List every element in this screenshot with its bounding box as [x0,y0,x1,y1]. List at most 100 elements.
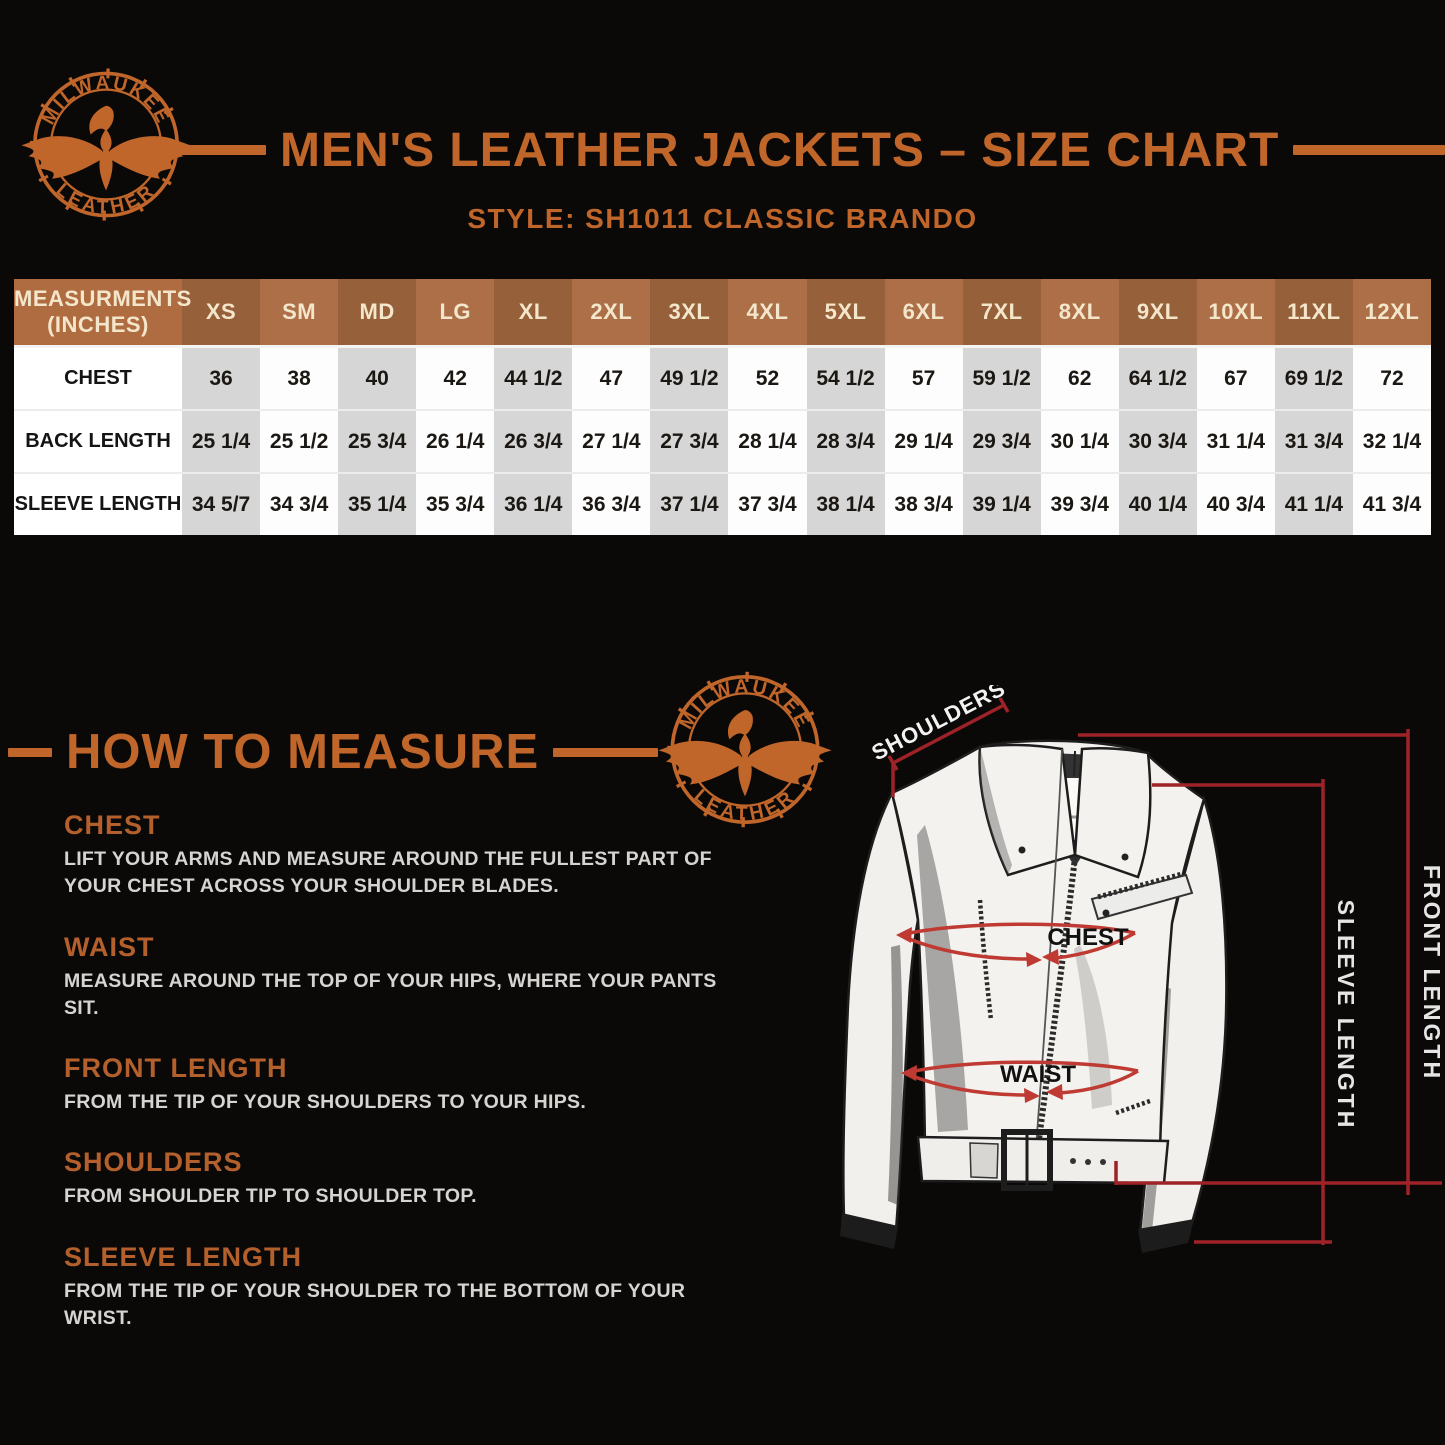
size-column-header: 8XL [1040,279,1119,348]
divider-line [553,747,658,757]
measurement-lines [887,697,1442,1245]
size-header-row: MEASURMENTS (INCHES) XS SM MD LG XL 2XL 3XL 4XL… [14,279,1431,348]
measurement-cell: 57 [884,346,963,411]
corner-header: MEASURMENTS (INCHES) [14,279,191,348]
measure-item-title: FRONT LENGTH [64,1053,288,1084]
measure-item-front-length: FRONT LENGTH FROM THE TIP OF YOUR SHOULD… [64,1053,736,1116]
measurement-cell: 36 [182,346,261,411]
row-label: CHEST [14,346,182,411]
measurement-cell: 25 3/4 [338,410,417,474]
page-title: MEN'S LEATHER JACKETS – SIZE CHART [280,123,1280,177]
measurement-cell: 59 1/2 [962,346,1041,411]
row-label: SLEEVE LENGTH [14,473,182,535]
row-label: BACK LENGTH [14,410,182,474]
measurement-cell: 26 3/4 [494,410,573,474]
measurement-cell: 32 1/4 [1352,410,1431,474]
measurement-cell: 41 1/4 [1274,473,1353,535]
size-column-header: 6XL [884,279,963,348]
measurement-cell: 39 3/4 [1040,473,1119,535]
measurement-cell: 38 1/4 [806,473,885,535]
measurement-cell: 44 1/2 [494,346,573,411]
measurement-cell: 25 1/2 [260,410,339,474]
size-chart-table: MEASURMENTS (INCHES) XS SM MD LG XL 2XL 3XL 4XL… [14,279,1431,535]
measurement-cell: 40 1/4 [1118,473,1197,535]
measurement-cell: 25 1/4 [182,410,261,474]
jacket-right-lapel [1073,746,1152,879]
table-row: SLEEVE LENGTH 34 5/7 34 3/4 35 1/4 35 3/4 36 … [14,473,1431,535]
style-subtitle: STYLE: SH1011 CLASSIC BRANDO [467,203,978,234]
size-column-header: 12XL [1352,279,1431,348]
jacket-illustration: SHOULDERS CHEST WAIST FRONT LENGTH SLEEV… [840,685,1445,1253]
jacket-left-cuff [840,1213,898,1249]
measurement-cell: 30 1/4 [1040,410,1119,474]
measurement-cell: 35 3/4 [416,473,495,535]
tape-arrowheads [896,927,1063,1103]
measurement-cell: 38 [260,346,339,411]
measurement-cell: 30 3/4 [1118,410,1197,474]
measure-item-title: WAIST [64,931,155,962]
measurement-cell: 36 1/4 [494,473,573,535]
measurement-cell: 49 1/2 [650,346,729,411]
label-sleeve-length: SLEEVE LENGTH [1333,900,1359,1131]
measurement-cell: 29 1/4 [884,410,963,474]
measurement-cell: 47 [572,346,651,411]
size-column-header: 4XL [728,279,807,348]
measure-item-title: SHOULDERS [64,1147,243,1178]
measurement-cell: 72 [1352,346,1431,411]
measurement-cell: 31 1/4 [1196,410,1275,474]
measurement-cell: 28 1/4 [728,410,807,474]
measure-item-desc: FROM THE TIP OF YOUR SHOULDER TO THE BOT… [64,1279,686,1330]
jacket-chest-pocket [1090,873,1194,921]
jacket-belt [916,1129,1170,1191]
measurement-cell: 34 5/7 [182,473,261,535]
size-column-header: SM [260,279,339,348]
measurement-cell: 39 1/4 [962,473,1041,535]
size-column-header: MD [338,279,417,348]
tape-arrows [899,922,1139,1097]
measure-item-desc: FROM SHOULDER TIP TO SHOULDER TOP. [64,1185,477,1208]
divider-line [8,747,52,757]
measurement-cell: 27 1/4 [572,410,651,474]
size-column-header: 10XL [1196,279,1275,348]
size-column-header: XL [494,279,573,348]
jacket-left-lapel [978,743,1077,877]
size-column-header: 11XL [1274,279,1353,348]
table-row: CHEST 36 38 40 42 44 1/2 47 49 1/2 52 54 1/2 57 59 … [14,346,1431,411]
measurement-cell: 35 1/4 [338,473,417,535]
measure-item-desc: LIFT YOUR ARMS AND MEASURE AROUND THE FU… [64,848,712,898]
measure-item-desc: FROM THE TIP OF YOUR SHOULDERS TO YOUR H… [64,1091,587,1114]
measurement-cell: 67 [1196,346,1275,411]
measurement-cell: 26 1/4 [416,410,495,474]
divider-line [178,145,266,155]
measure-item-sleeve-length: SLEEVE LENGTH FROM THE TIP OF YOUR SHOUL… [64,1242,736,1333]
measurement-cell: 64 1/2 [1118,346,1197,411]
measurement-cell: 40 [338,346,417,411]
size-column-header: 5XL [806,279,885,348]
measurement-cell: 37 1/4 [650,473,729,535]
size-column-header: 9XL [1118,279,1197,348]
measure-item-title: CHEST [64,810,161,840]
measurement-cell: 52 [728,346,807,411]
measurement-cell: 54 1/2 [806,346,885,411]
size-column-header: 3XL [650,279,729,348]
measurement-cell: 38 3/4 [884,473,963,535]
measurement-cell: 36 3/4 [572,473,651,535]
measurement-cell: 37 3/4 [728,473,807,535]
measurement-cell: 62 [1040,346,1119,411]
measurement-cell: 40 3/4 [1196,473,1275,535]
measurement-cell: 27 3/4 [650,410,729,474]
size-column-header: XS [182,279,261,348]
measurement-cell: 34 3/4 [260,473,339,535]
divider-line [1293,145,1445,155]
measurement-cell: 29 3/4 [962,410,1041,474]
size-column-header: 7XL [962,279,1041,348]
measure-item-desc: MEASURE AROUND THE TOP OF YOUR HIPS, WHE… [64,969,717,1019]
label-front-length: FRONT LENGTH [1419,865,1445,1081]
measure-item-chest: CHEST LIFT YOUR ARMS AND MEASURE AROUND … [64,810,736,901]
measure-item-title: SLEEVE LENGTH [64,1241,303,1272]
header-title-row: MEN'S LEATHER JACKETS – SIZE CHART [178,118,1445,182]
table-row: BACK LENGTH 25 1/4 25 1/2 25 3/4 26 1/4 26 3/… [14,410,1431,474]
howto-list: CHEST LIFT YOUR ARMS AND MEASURE AROUND … [64,810,736,1363]
label-chest: CHEST [1047,924,1129,951]
